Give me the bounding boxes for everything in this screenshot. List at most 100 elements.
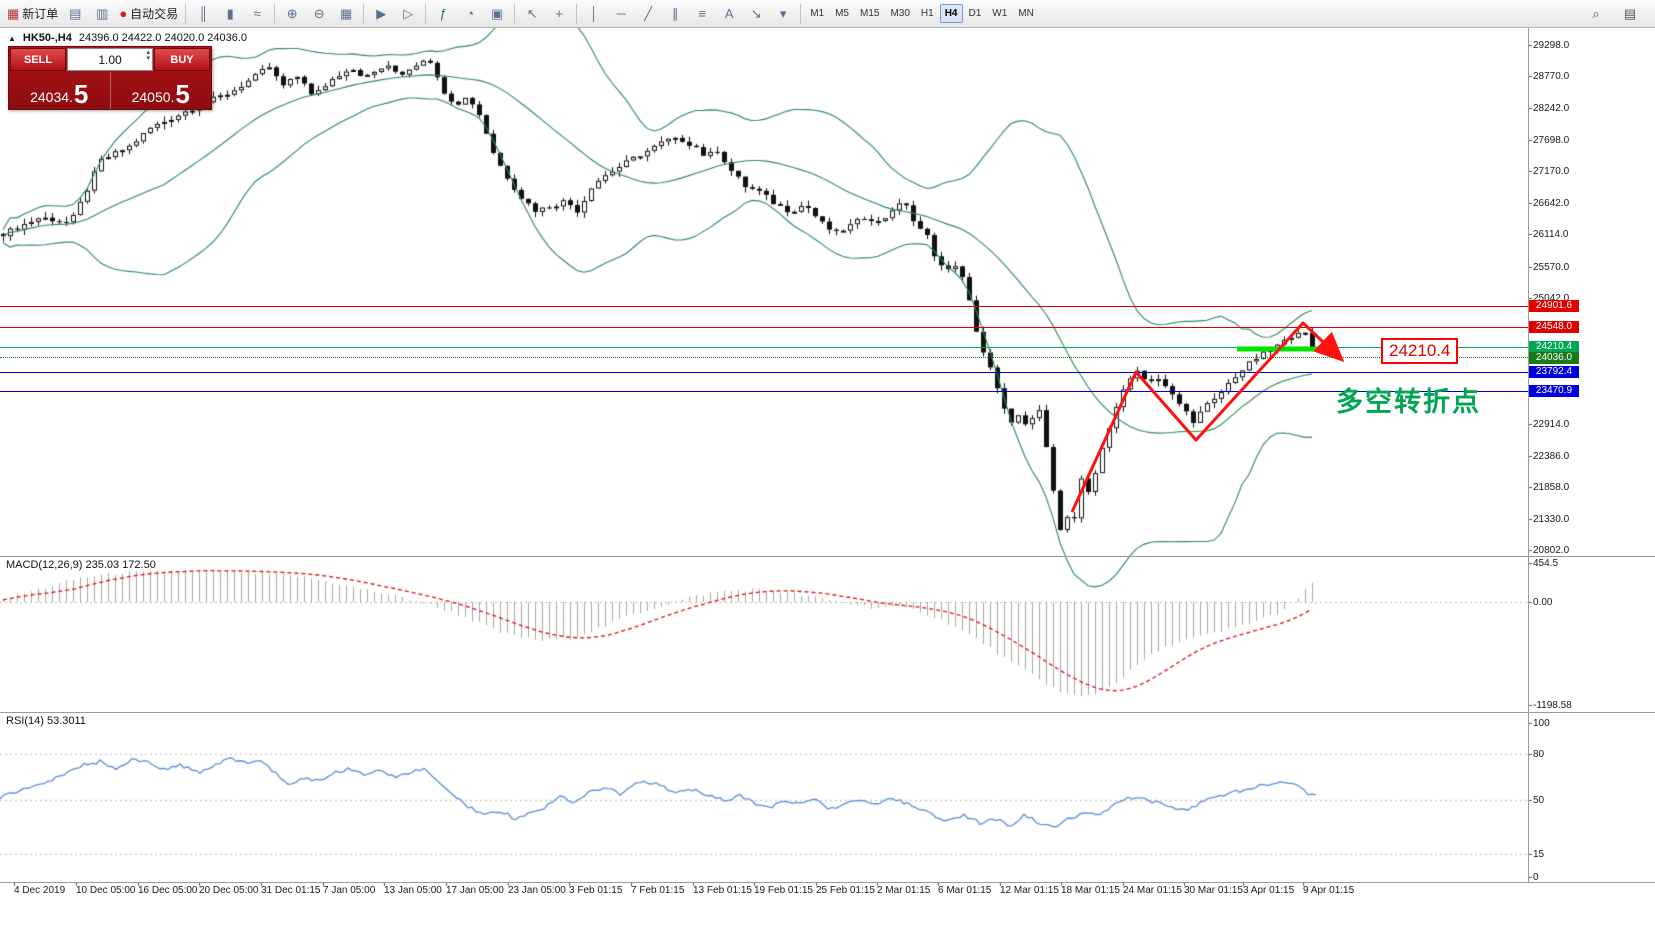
volume-value[interactable]: 1.00 [98, 52, 122, 67]
timeframe-m30[interactable]: M30 [890, 8, 910, 19]
auto-scroll-icon[interactable]: ▶ [368, 3, 394, 25]
autotrade-button[interactable]: ● 自动交易 [116, 3, 181, 25]
cursor-icon[interactable]: ↖ [519, 3, 545, 25]
search-icon[interactable]: ⌕ [1583, 3, 1609, 25]
time-axis-label: 19 Feb 01:15 [754, 885, 813, 896]
macd-panel-separator[interactable] [0, 556, 1655, 557]
sell-button[interactable]: SELL [10, 48, 66, 71]
buy-price[interactable]: 24050. 5 [109, 72, 212, 109]
price-scale-tick: 20802.0 [1533, 545, 1570, 556]
time-axis-label: 7 Feb 01:15 [631, 885, 685, 896]
price-scale-tick: 25570.0 [1533, 261, 1570, 273]
collapse-indicator-icon[interactable]: ▲ [8, 33, 16, 43]
window-icon[interactable]: ▤ [1617, 3, 1643, 25]
channel-icon[interactable]: ∥ [662, 3, 688, 25]
timeframe-h4[interactable]: H4 [939, 4, 963, 23]
volume-up-icon[interactable]: ▴ [146, 49, 150, 56]
timeframe-d1[interactable]: D1 [968, 8, 982, 19]
arrows-icon[interactable]: ↘ [743, 3, 769, 25]
new-order-button-label: 新订单 [22, 7, 59, 21]
autotrade-button-label: 自动交易 [130, 7, 179, 21]
timeframe-mn[interactable]: MN [1018, 8, 1034, 19]
time-axis-label: 17 Jan 05:00 [446, 885, 504, 896]
toolbar-separator [576, 3, 578, 24]
charts-window-icon[interactable]: ▤ [62, 3, 88, 25]
time-axis-label: 7 Jan 05:00 [323, 885, 376, 896]
time-axis-label: 4 Dec 2019 [14, 885, 66, 896]
zoom-in-icon[interactable]: ⊕ [279, 3, 305, 25]
line-chart-icon[interactable]: ≈ [244, 3, 270, 25]
line-chart-icon: ≈ [253, 6, 261, 21]
indicators-icon[interactable]: ƒ [430, 3, 456, 25]
price-level-line[interactable] [0, 357, 1528, 359]
price-scale-tick: 26114.0 [1533, 229, 1569, 241]
volume-field[interactable]: 1.00 ▴ ▾ [67, 48, 153, 71]
time-axis-label: 25 Feb 01:15 [816, 885, 875, 896]
period-icon[interactable]: ◔ [457, 3, 483, 25]
shapes-dropdown-icon[interactable]: ▾ [770, 3, 796, 25]
ohlc-values: 24396.0 24422.0 24020.0 24036.0 [78, 32, 248, 44]
fibonacci-icon[interactable]: ≡ [689, 3, 715, 25]
price-level-label: 24210.4 [1529, 341, 1579, 354]
templates-icon[interactable]: ▣ [484, 3, 510, 25]
trendline-icon: ╱ [644, 6, 653, 21]
timeframe-m1[interactable]: M1 [810, 8, 825, 19]
one-click-trading-panel: SELL 1.00 ▴ ▾ BUY 24034. 5 24050. 5 [8, 46, 212, 110]
horizontal-line-icon[interactable]: ─ [608, 3, 634, 25]
rsi-panel-separator[interactable] [0, 712, 1655, 713]
macd-scale-tick: 0.00 [1533, 597, 1553, 609]
crosshair-icon[interactable]: + [546, 3, 572, 25]
rsi-scale-tick: 0 [1533, 872, 1539, 883]
time-axis-label: 31 Dec 01:15 [261, 885, 321, 896]
sell-price[interactable]: 24034. 5 [30, 78, 89, 109]
bar-chart-icon: ║ [198, 6, 208, 21]
volume-down-icon[interactable]: ▾ [146, 55, 150, 62]
price-scale-separator [1528, 28, 1529, 882]
time-axis-label: 13 Jan 05:00 [384, 885, 442, 896]
macd-label: MACD(12,26,9) 235.03 172.50 [6, 559, 156, 571]
text-icon: A [724, 6, 734, 21]
price-level-line[interactable] [0, 390, 1528, 392]
turning-point-note[interactable]: 多空转折点 [1336, 387, 1481, 418]
bar-chart-icon[interactable]: ║ [190, 3, 216, 25]
buy-button[interactable]: BUY [154, 48, 210, 71]
price-level-line[interactable] [0, 305, 1528, 307]
time-axis-label: 30 Mar 01:15 [1184, 885, 1243, 896]
price-level-line[interactable] [0, 346, 1528, 348]
candle-chart-icon[interactable]: ▮ [217, 3, 243, 25]
vertical-line-icon[interactable]: │ [581, 3, 607, 25]
price-scale-tick: 29298.0 [1533, 40, 1570, 51]
time-axis-label: 16 Dec 05:00 [138, 885, 198, 896]
timeframe-h1[interactable]: H1 [920, 8, 934, 19]
timeframe-m15[interactable]: M15 [860, 8, 880, 19]
cursor-icon: ↖ [526, 6, 538, 21]
price-scale-tick: 27698.0 [1533, 135, 1570, 147]
time-axis-label: 12 Mar 01:15 [1000, 885, 1059, 896]
price-level-line[interactable] [0, 326, 1528, 328]
rsi-scale-tick: 100 [1533, 718, 1550, 729]
chart-shift-icon[interactable]: ▷ [395, 3, 421, 25]
time-axis-label: 20 Dec 05:00 [199, 885, 259, 896]
price-scale-tick: 21858.0 [1533, 482, 1570, 494]
price-level-label: 24548.0 [1529, 321, 1579, 334]
zoom-out-icon[interactable]: ⊖ [306, 3, 332, 25]
timeframe-m5[interactable]: M5 [835, 8, 849, 19]
price-level-label: 24901.6 [1529, 300, 1579, 313]
rsi-scale-tick: 50 [1533, 795, 1545, 806]
timeframe-w1[interactable]: W1 [992, 8, 1008, 19]
volume-spinner[interactable]: ▴ ▾ [146, 49, 150, 62]
new-order-button[interactable]: ▦ 新订单 [4, 3, 61, 25]
price-level-line[interactable] [0, 371, 1528, 373]
trendline-icon[interactable]: ╱ [635, 3, 661, 25]
price-scale-tick: 22914.0 [1533, 419, 1570, 431]
text-icon[interactable]: A [716, 3, 742, 25]
tile-windows-icon: ▦ [340, 6, 353, 21]
profiles-icon[interactable]: ▥ [89, 3, 115, 25]
tile-windows-icon[interactable]: ▦ [333, 3, 359, 25]
price-callout[interactable]: 24210.4 [1381, 338, 1459, 364]
auto-scroll-icon: ▶ [376, 6, 387, 21]
fibonacci-icon: ≡ [698, 6, 706, 21]
candle-chart-icon: ▮ [226, 6, 234, 21]
